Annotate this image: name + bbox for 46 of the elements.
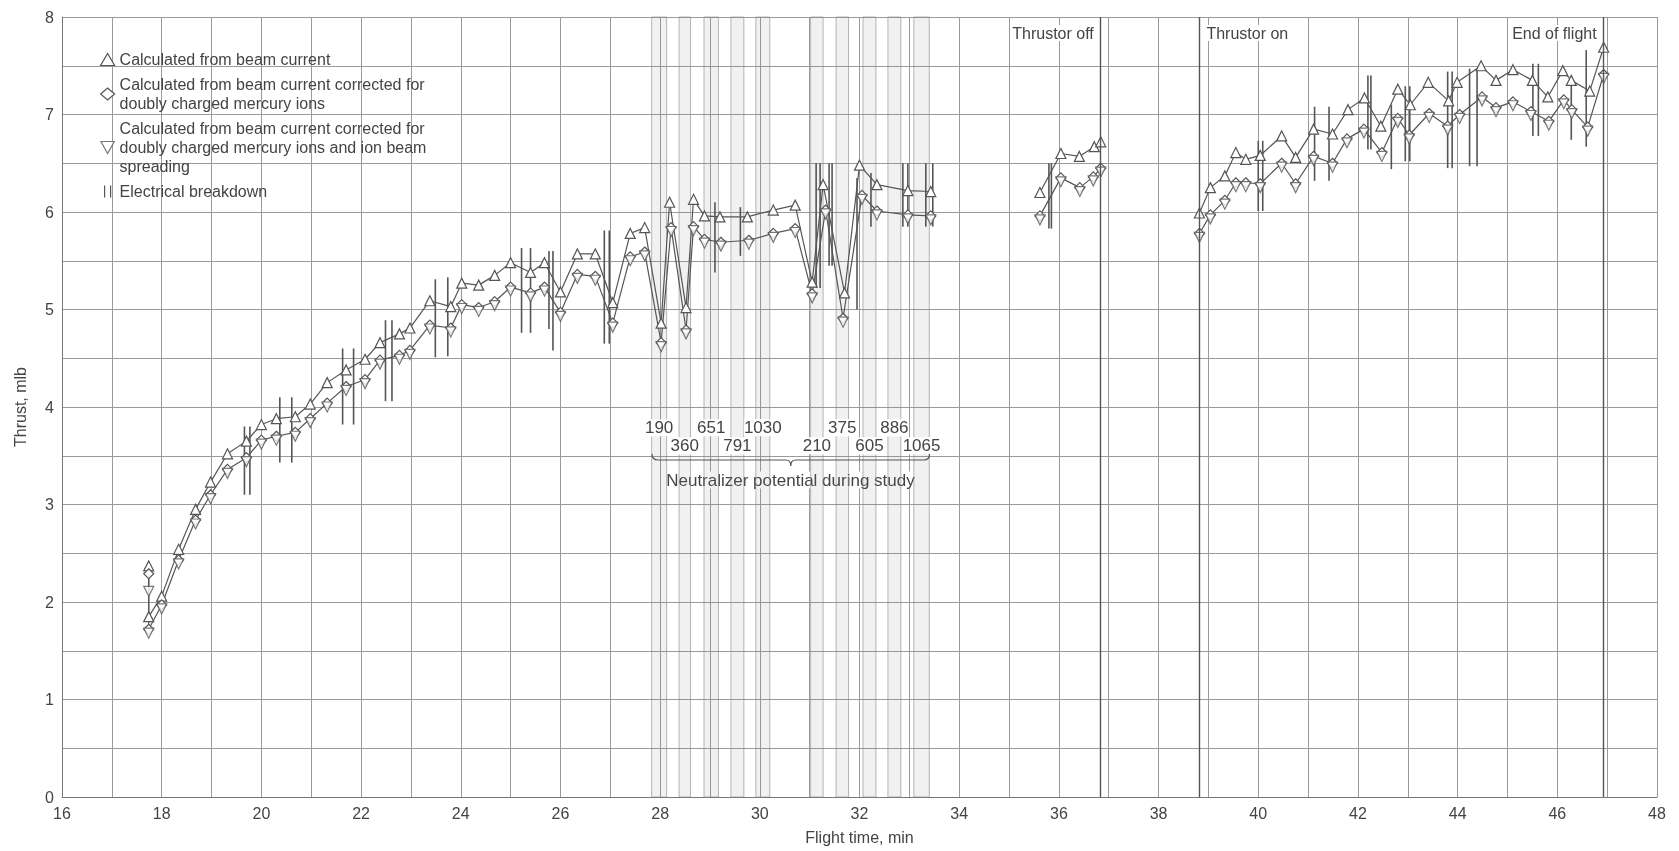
band-label: 190 xyxy=(644,418,674,438)
y-tick-label: 5 xyxy=(45,301,55,318)
x-tick-label: 30 xyxy=(750,804,769,822)
x-tick-label: 40 xyxy=(1249,804,1268,822)
legend-label: Calculated from beam current corrected for doubly charged mercury ions and ion beam spreading xyxy=(119,120,431,175)
x-tick-label: 16 xyxy=(53,804,71,822)
y-tick-label: 8 xyxy=(45,8,55,26)
band-label: 210 xyxy=(802,436,832,456)
x-tick-label: 18 xyxy=(152,804,171,822)
ref-line-label: Thrustor on xyxy=(1206,24,1289,42)
band-label: 1030 xyxy=(743,418,782,438)
x-tick-label: 36 xyxy=(1049,804,1068,822)
y-tick-label: 6 xyxy=(45,203,55,221)
x-tick-label: 34 xyxy=(950,804,969,822)
annotation: Neutralizer potential during study xyxy=(666,470,916,490)
x-tick-label: 44 xyxy=(1448,804,1467,822)
y-tick-label: 3 xyxy=(45,496,55,513)
band-label: 605 xyxy=(855,436,884,456)
band-label: 651 xyxy=(697,418,726,438)
ref-line-label: Thrustor off xyxy=(1012,24,1095,42)
x-tick-label: 20 xyxy=(252,804,271,822)
x-tick-label: 32 xyxy=(850,804,869,822)
x-tick-label: 28 xyxy=(651,804,670,822)
ref-line-label: End of flight xyxy=(1512,24,1598,42)
x-tick-label: 38 xyxy=(1149,804,1168,822)
band-label: 1065 xyxy=(902,436,941,456)
band-label: 886 xyxy=(880,418,909,438)
x-tick-label: 22 xyxy=(352,804,371,822)
x-tick-label: 48 xyxy=(1648,804,1666,822)
y-axis-title: Thrust, mlb xyxy=(11,366,29,448)
x-tick-label: 46 xyxy=(1548,804,1567,822)
legend-label: Calculated from beam current xyxy=(119,51,331,68)
x-tick-label: 26 xyxy=(551,804,570,822)
y-tick-label: 2 xyxy=(45,593,55,611)
x-axis-title: Flight time, min xyxy=(805,828,914,846)
y-tick-label: 0 xyxy=(45,788,55,806)
legend-label: Calculated from beam current corrected for doubly charged mercury ions xyxy=(119,76,430,112)
y-tick-label: 7 xyxy=(45,106,55,123)
x-tick-label: 24 xyxy=(451,804,470,822)
band-label: 360 xyxy=(670,436,699,456)
x-tick-label: 42 xyxy=(1349,804,1367,822)
band-label: 791 xyxy=(723,436,752,456)
y-tick-label: 4 xyxy=(45,398,55,416)
band-label: 375 xyxy=(828,418,857,438)
legend-label: Electrical breakdown xyxy=(119,183,268,200)
y-tick-label: 1 xyxy=(45,691,55,708)
